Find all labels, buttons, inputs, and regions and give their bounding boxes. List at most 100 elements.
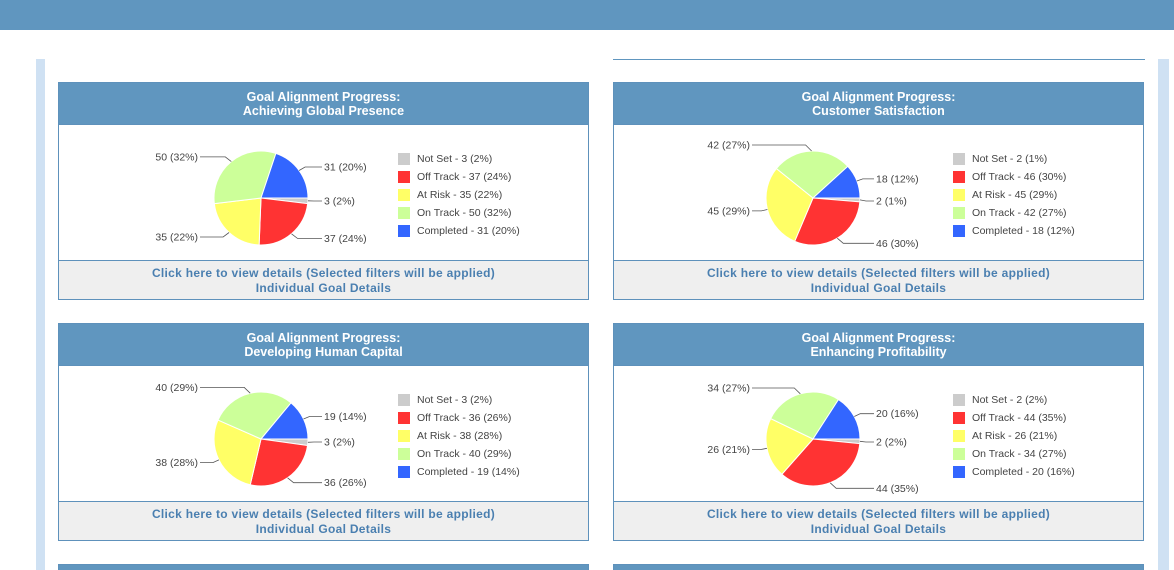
legend-label: Completed - 18 (12%) (972, 225, 1075, 237)
pie-leader-line (303, 416, 322, 420)
pie-slice-on-track (775, 150, 849, 199)
legend-label: Completed - 19 (14%) (417, 466, 520, 478)
panel-title-line2: Achieving Global Presence (242, 104, 405, 118)
legend-item: Not Set - 2 (1%) (953, 153, 1075, 171)
panel-title-line2: Customer Satisfaction (812, 104, 945, 118)
panel-footer: Click here to view details (Selected fil… (59, 260, 588, 299)
panel-title-line1: Goal Alignment Progress: (801, 331, 956, 345)
pie-data-label: 36 (26%) (324, 477, 367, 489)
legend-swatch (953, 189, 965, 201)
pie-data-label: 2 (1%) (876, 196, 907, 208)
panel-title-line1: Goal Alignment Progress: (246, 331, 401, 345)
legend-item: Completed - 20 (16%) (953, 466, 1075, 484)
view-details-link[interactable]: Click here to view details (Selected fil… (151, 266, 496, 280)
pie-leader-line (200, 459, 220, 463)
panel-footer: Click here to view details (Selected fil… (614, 260, 1143, 299)
pie-slice-at-risk (213, 197, 262, 246)
legend-item: Off Track - 46 (30%) (953, 171, 1075, 189)
pie-data-label: 40 (29%) (155, 382, 198, 394)
panel-title-line1: Goal Alignment Progress: (801, 90, 956, 104)
pie-leader-line (837, 237, 874, 244)
pie-data-label: 20 (16%) (876, 408, 919, 420)
pie-slice-at-risk (213, 419, 262, 486)
legend-item: At Risk - 26 (21%) (953, 430, 1075, 448)
legend-label: Completed - 31 (20%) (417, 225, 520, 237)
pie-leader-line (859, 199, 874, 202)
legend-swatch (953, 412, 965, 424)
pie-data-label: 37 (24%) (324, 233, 367, 245)
pie-leader-line (200, 232, 230, 238)
panel-footer: Click here to view details (Selected fil… (59, 501, 588, 540)
legend-item: On Track - 42 (27%) (953, 207, 1075, 225)
legend-swatch (953, 430, 965, 442)
legend-item: Not Set - 3 (2%) (398, 153, 520, 171)
legend-swatch (398, 430, 410, 442)
legend-label: Off Track - 37 (24%) (417, 171, 512, 183)
panel-title: Goal Alignment Progress: Achieving Globa… (59, 83, 588, 124)
individual-goal-details-link[interactable]: Individual Goal Details (810, 281, 947, 295)
legend-label: At Risk - 45 (29%) (972, 189, 1058, 201)
next-panel-header (58, 564, 589, 570)
legend-label: At Risk - 38 (28%) (417, 430, 503, 442)
chart-legend: Not Set - 3 (2%) Off Track - 36 (26%) At R… (398, 394, 520, 484)
pie-data-label: 42 (27%) (707, 140, 750, 152)
legend-swatch (953, 448, 965, 460)
legend-label: Not Set - 3 (2%) (417, 153, 493, 165)
legend-item: At Risk - 45 (29%) (953, 189, 1075, 207)
view-details-link[interactable]: Click here to view details (Selected fil… (706, 266, 1051, 280)
pie-data-label: 18 (12%) (876, 173, 919, 185)
legend-swatch (398, 153, 410, 165)
individual-goal-details-link[interactable]: Individual Goal Details (810, 522, 947, 536)
legend-item: Off Track - 36 (26%) (398, 412, 520, 430)
legend-label: At Risk - 26 (21%) (972, 430, 1058, 442)
pie-slice-on-track (213, 150, 277, 205)
legend-label: Off Track - 44 (35%) (972, 412, 1067, 424)
chart-area: 2 (2%) 44 (35%) 26 (21%) 34 (27%) 20 (16%) N… (614, 365, 1143, 504)
pie-leader-line (287, 477, 322, 484)
pie-slice-off-track (781, 438, 861, 487)
legend-label: Off Track - 36 (26%) (417, 412, 512, 424)
pie-slice-off-track (249, 438, 309, 487)
left-border-rail (36, 59, 45, 570)
legend-item: Off Track - 37 (24%) (398, 171, 520, 189)
pie-slice-completed (812, 398, 861, 440)
pie-slice-at-risk (765, 417, 814, 475)
right-rail-gap (1169, 59, 1174, 570)
pie-chart: 2 (1%) 46 (30%) 45 (29%) 42 (27%) 18 (12%) (707, 140, 919, 250)
pie-data-label: 50 (32%) (155, 151, 198, 163)
pie-leader-line (859, 440, 874, 443)
pie-chart: 2 (2%) 44 (35%) 26 (21%) 34 (27%) 20 (16%) (707, 382, 919, 494)
chart-area: 2 (1%) 46 (30%) 45 (29%) 42 (27%) 18 (12%) N… (614, 124, 1143, 263)
chart-legend: Not Set - 3 (2%) Off Track - 37 (24%) At R… (398, 153, 520, 243)
legend-label: Not Set - 3 (2%) (417, 394, 493, 406)
legend-label: Off Track - 46 (30%) (972, 171, 1067, 183)
legend-item: On Track - 40 (29%) (398, 448, 520, 466)
view-details-link[interactable]: Click here to view details (Selected fil… (706, 507, 1051, 521)
legend-swatch (398, 448, 410, 460)
pie-leader-line (752, 387, 801, 395)
legend-item: Off Track - 44 (35%) (953, 412, 1075, 430)
chart-legend: Not Set - 2 (1%) Off Track - 46 (30%) At R… (953, 153, 1075, 243)
goal-panel: Goal Alignment Progress: Customer Satisf… (613, 82, 1144, 300)
panel-title-line2: Enhancing Profitability (810, 345, 947, 359)
pie-data-label: 34 (27%) (707, 382, 750, 394)
individual-goal-details-link[interactable]: Individual Goal Details (255, 522, 392, 536)
pie-leader-line (856, 178, 874, 182)
legend-item: Completed - 31 (20%) (398, 225, 520, 243)
legend-item: On Track - 50 (32%) (398, 207, 520, 225)
legend-item: Completed - 18 (12%) (953, 225, 1075, 243)
pie-leader-line (200, 386, 251, 394)
pie-data-label: 3 (2%) (324, 437, 355, 449)
legend-swatch (953, 207, 965, 219)
legend-swatch (398, 171, 410, 183)
view-details-link[interactable]: Click here to view details (Selected fil… (151, 507, 496, 521)
individual-goal-details-link[interactable]: Individual Goal Details (255, 281, 392, 295)
next-panel-header (613, 564, 1144, 570)
legend-swatch (953, 394, 965, 406)
pie-leader-line (752, 209, 768, 212)
pie-slice-off-track (258, 197, 309, 246)
goal-panel: Goal Alignment Progress: Achieving Globa… (58, 82, 589, 300)
pie-leader-line (829, 482, 874, 489)
pie-data-label: 26 (21%) (707, 444, 750, 456)
pie-leader-line (752, 447, 767, 450)
